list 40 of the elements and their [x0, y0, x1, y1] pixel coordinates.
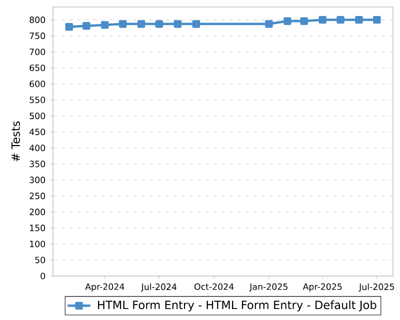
y-tick-label: 350 — [30, 160, 46, 168]
point — [355, 16, 363, 24]
point — [118, 20, 127, 28]
y-tick-label: 50 — [35, 256, 46, 264]
legend-label: HTML Form Entry - HTML Form Entry - Default Job — [98, 300, 376, 312]
point — [373, 16, 381, 24]
point — [318, 16, 326, 24]
y-tick-label: 700 — [30, 48, 46, 56]
y-tick-label: 250 — [30, 192, 46, 200]
y-tick-label: 450 — [30, 128, 46, 136]
y-tick-label: 500 — [30, 112, 46, 120]
y-tick-label: 150 — [30, 224, 46, 232]
point — [265, 20, 273, 28]
point — [101, 21, 109, 29]
x-tick-label: Oct-2024 — [194, 283, 234, 290]
y-axis-title: # Tests — [12, 121, 20, 162]
y-tick-label: 300 — [30, 176, 46, 184]
point — [155, 20, 164, 28]
point — [284, 17, 292, 25]
x-tick-label: Jan-2025 — [249, 283, 288, 292]
y-tick-label: 200 — [30, 208, 46, 216]
x-tick-label: Apr-2025 — [302, 283, 342, 292]
point — [174, 20, 182, 28]
x-tick-label: Jul-2025 — [358, 283, 394, 292]
y-tick-label: 400 — [30, 144, 46, 152]
point — [65, 22, 73, 31]
point — [82, 22, 90, 30]
y-tick-label: 750 — [30, 32, 46, 40]
x-tick-label: Jul-2024 — [140, 283, 176, 292]
point — [137, 20, 146, 28]
point — [192, 20, 200, 28]
y-tick-label: 800 — [30, 16, 46, 24]
y-tick-label: 0 — [40, 272, 46, 280]
y-tick-label: 550 — [30, 96, 46, 104]
y-tick-label: 600 — [30, 80, 46, 88]
point — [336, 16, 344, 24]
y-tick-label: 650 — [30, 64, 46, 72]
x-tick-label: Apr-2024 — [85, 283, 124, 292]
point — [300, 17, 308, 25]
y-tick-label: 100 — [30, 240, 46, 248]
